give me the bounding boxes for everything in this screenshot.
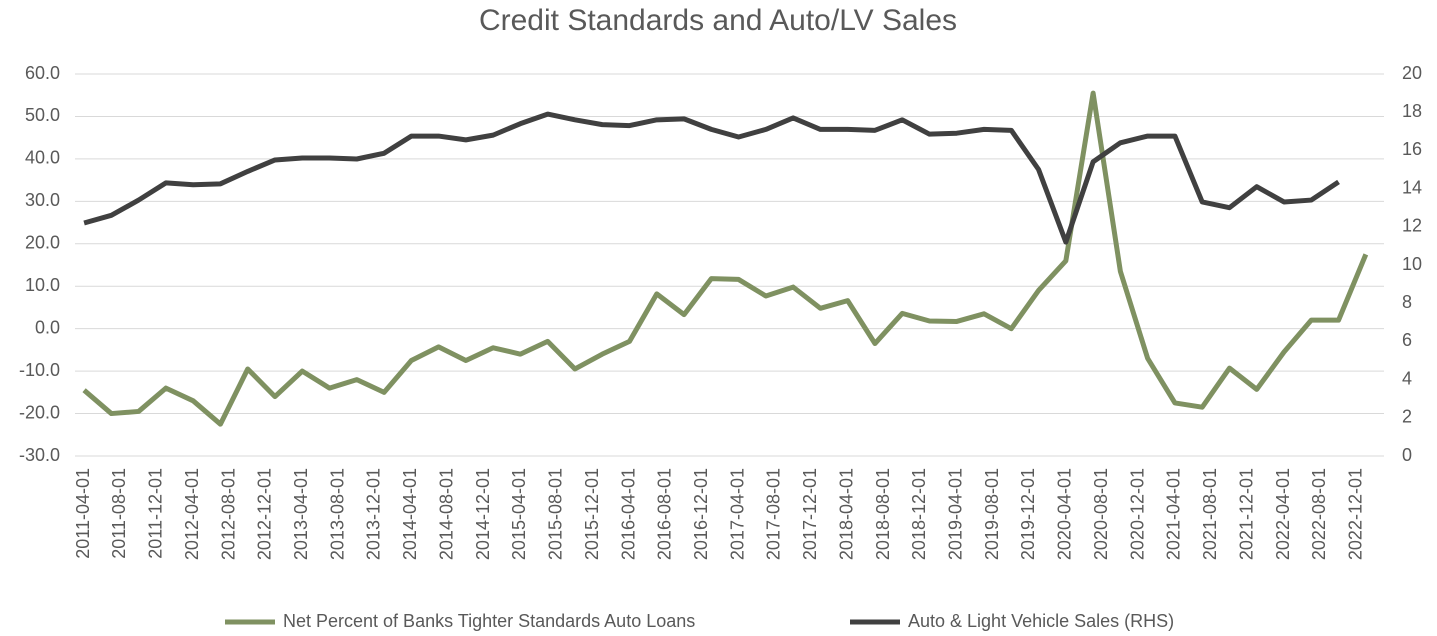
x-tick-label: 2018-04-01 (836, 468, 856, 560)
legend-label: Net Percent of Banks Tighter Standards A… (283, 611, 695, 631)
y2-tick-label: 8 (1402, 292, 1412, 312)
x-tick-label: 2014-08-01 (436, 468, 456, 560)
y2-tick-label: 0 (1402, 445, 1412, 465)
x-tick-label: 2011-08-01 (109, 468, 129, 559)
y2-tick-label: 20 (1402, 63, 1422, 83)
y-tick-label: 10.0 (25, 275, 60, 295)
y-tick-label: 20.0 (25, 233, 60, 253)
y2-tick-label: 2 (1402, 407, 1412, 427)
y-tick-label: 50.0 (25, 105, 60, 125)
series-line (83, 111, 1340, 245)
y2-tick-label: 14 (1402, 177, 1422, 197)
y2-tick-label: 10 (1402, 254, 1422, 274)
x-tick-label: 2012-08-01 (218, 468, 238, 560)
x-tick-label: 2020-12-01 (1127, 468, 1147, 560)
x-tick-label: 2019-04-01 (946, 468, 966, 560)
x-tick-label: 2021-04-01 (1164, 468, 1184, 560)
x-tick-label: 2019-12-01 (1018, 468, 1038, 560)
x-tick-label: 2013-04-01 (291, 468, 311, 560)
x-tick-label: 2021-12-01 (1236, 468, 1256, 560)
x-tick-label: 2022-04-01 (1273, 468, 1293, 560)
y2-tick-label: 12 (1402, 216, 1422, 236)
y-tick-label: 0.0 (35, 317, 60, 337)
x-tick-label: 2016-12-01 (691, 468, 711, 560)
x-tick-label: 2015-04-01 (509, 468, 529, 560)
y-tick-label: -20.0 (19, 402, 60, 422)
y2-tick-label: 6 (1402, 330, 1412, 350)
x-tick-label: 2012-04-01 (182, 468, 202, 560)
x-tick-label: 2013-08-01 (327, 468, 347, 560)
x-tick-label: 2017-08-01 (764, 468, 784, 560)
y2-tick-label: 4 (1402, 368, 1412, 388)
x-tick-label: 2020-08-01 (1091, 468, 1111, 560)
x-tick-label: 2016-08-01 (655, 468, 675, 560)
x-tick-label: 2021-08-01 (1200, 468, 1220, 560)
x-tick-label: 2013-12-01 (364, 468, 384, 560)
x-tick-label: 2012-12-01 (255, 468, 275, 560)
x-tick-label: 2017-04-01 (727, 468, 747, 560)
x-tick-label: 2014-12-01 (473, 468, 493, 560)
y2-tick-label: 16 (1402, 139, 1422, 159)
y-tick-label: -30.0 (19, 445, 60, 465)
series-line (82, 90, 1369, 427)
x-tick-label: 2020-04-01 (1055, 468, 1075, 560)
x-tick-label: 2014-04-01 (400, 468, 420, 560)
x-tick-label: 2018-08-01 (873, 468, 893, 560)
x-tick-label: 2018-12-01 (909, 468, 929, 560)
x-tick-label: 2019-08-01 (982, 468, 1002, 560)
y-tick-label: 30.0 (25, 190, 60, 210)
x-tick-label: 2015-08-01 (546, 468, 566, 560)
x-tick-label: 2022-12-01 (1345, 468, 1365, 560)
y-tick-label: 40.0 (25, 148, 60, 168)
x-tick-label: 2016-04-01 (618, 468, 638, 560)
y2-tick-label: 18 (1402, 101, 1422, 121)
y-tick-label: 60.0 (25, 63, 60, 83)
x-tick-label: 2017-12-01 (800, 468, 820, 560)
legend-label: Auto & Light Vehicle Sales (RHS) (908, 611, 1174, 631)
x-tick-label: 2011-12-01 (146, 468, 166, 559)
x-tick-label: 2015-12-01 (582, 468, 602, 560)
x-tick-label: 2022-08-01 (1309, 468, 1329, 560)
chart-title: Credit Standards and Auto/LV Sales (479, 4, 957, 37)
y-tick-label: -10.0 (19, 360, 60, 380)
x-tick-label: 2011-04-01 (73, 468, 93, 559)
